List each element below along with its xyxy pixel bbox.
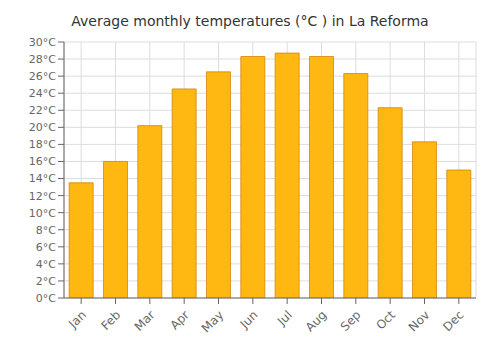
svg-text:20°C: 20°C bbox=[29, 121, 56, 134]
svg-text:18°C: 18°C bbox=[29, 138, 56, 151]
svg-text:8°C: 8°C bbox=[36, 224, 56, 237]
svg-text:22°C: 22°C bbox=[29, 104, 56, 117]
svg-text:Oct: Oct bbox=[373, 308, 398, 333]
svg-text:2°C: 2°C bbox=[36, 275, 56, 288]
svg-text:Aug: Aug bbox=[303, 308, 329, 334]
svg-text:Jun: Jun bbox=[237, 308, 261, 332]
svg-text:May: May bbox=[199, 308, 226, 335]
svg-text:Nov: Nov bbox=[406, 308, 432, 334]
svg-text:16°C: 16°C bbox=[29, 155, 56, 168]
svg-text:Apr: Apr bbox=[167, 308, 192, 333]
svg-text:4°C: 4°C bbox=[36, 258, 56, 271]
svg-text:12°C: 12°C bbox=[29, 190, 56, 203]
svg-text:26°C: 26°C bbox=[29, 70, 56, 83]
svg-text:Dec: Dec bbox=[440, 308, 466, 334]
svg-text:14°C: 14°C bbox=[29, 172, 56, 185]
svg-text:28°C: 28°C bbox=[29, 53, 56, 66]
svg-text:Mar: Mar bbox=[132, 308, 158, 334]
svg-text:Sep: Sep bbox=[338, 308, 364, 334]
svg-text:6°C: 6°C bbox=[36, 241, 56, 254]
html-text:Average monthly temperatures (: Average monthly temperatures (°C ) in La… bbox=[71, 13, 429, 29]
svg-text:Jul: Jul bbox=[274, 308, 295, 329]
svg-text:24°C: 24°C bbox=[29, 87, 56, 100]
svg-text:10°C: 10°C bbox=[29, 207, 56, 220]
svg-text:0°C: 0°C bbox=[36, 292, 56, 305]
svg-text:30°C: 30°C bbox=[29, 36, 56, 49]
svg-text:Feb: Feb bbox=[98, 308, 123, 333]
svg-text:Jan: Jan bbox=[65, 308, 89, 332]
